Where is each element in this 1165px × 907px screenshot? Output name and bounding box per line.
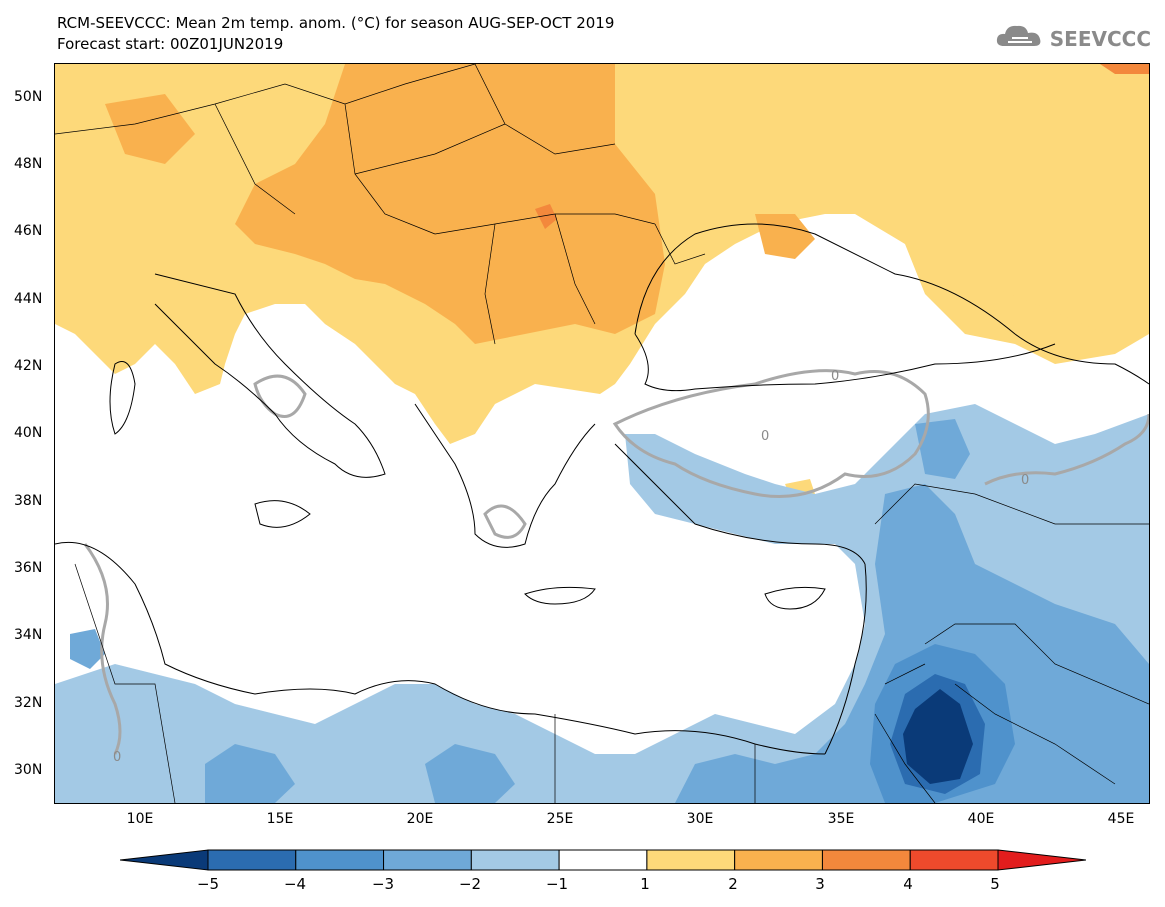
lat-tick-label: 30N bbox=[14, 762, 43, 778]
seevccc-logo: SEEVCCC bbox=[994, 22, 1151, 55]
anomaly-region-minus2-minus3-libya bbox=[425, 744, 515, 803]
turkey-south-coast bbox=[614, 443, 866, 565]
zero-contour-italy bbox=[253, 374, 307, 418]
anomaly-region-3-4-ne bbox=[1100, 64, 1149, 74]
cloud-icon bbox=[994, 22, 1046, 55]
contour-label: 0 bbox=[831, 369, 839, 384]
colorbar-label: 4 bbox=[903, 875, 913, 893]
map-title: RCM-SEEVCCC: Mean 2m temp. anom. (°C) fo… bbox=[57, 14, 615, 32]
lat-tick-label: 40N bbox=[14, 425, 43, 441]
lat-tick-label: 44N bbox=[14, 291, 43, 307]
colorbar bbox=[119, 848, 1087, 876]
negative-anomaly-fields bbox=[55, 404, 1149, 803]
levant-coast bbox=[824, 563, 867, 755]
temperature-anomaly-map: 0 0 0 0 bbox=[54, 63, 1150, 804]
colorbar-segment bbox=[470, 849, 560, 871]
colorbar-label: 2 bbox=[728, 875, 738, 893]
colorbar-segment bbox=[295, 849, 385, 871]
colorbar-segment bbox=[383, 849, 472, 871]
lat-tick-label: 48N bbox=[14, 156, 43, 172]
colorbar-label: 5 bbox=[990, 875, 1000, 893]
colorbar-segment bbox=[558, 849, 648, 871]
crete-coast bbox=[524, 586, 596, 605]
lat-tick-label: 38N bbox=[14, 493, 43, 509]
zero-contour-north-africa bbox=[83, 543, 122, 755]
contour-label: 0 bbox=[1021, 473, 1029, 488]
lon-tick-label: 15E bbox=[266, 811, 294, 827]
lat-tick-label: 36N bbox=[14, 560, 43, 576]
colorbar-svg bbox=[119, 849, 1087, 871]
contour-label: 0 bbox=[761, 429, 769, 444]
anomaly-region-minus2-minus3-west bbox=[205, 744, 295, 803]
lat-tick-label: 32N bbox=[14, 695, 43, 711]
lon-tick-label: 35E bbox=[827, 811, 855, 827]
forecast-start: Forecast start: 00Z01JUN2019 bbox=[57, 35, 284, 53]
zero-contour-greece bbox=[483, 504, 527, 539]
anomaly-region-2-3-west bbox=[105, 94, 195, 164]
zero-contour-east bbox=[984, 413, 1149, 486]
colorbar-label: 1 bbox=[640, 875, 650, 893]
anomaly-region-3-4 bbox=[535, 204, 557, 229]
anomaly-region-minus2-minus3-tunisia bbox=[70, 629, 105, 669]
anomaly-region-2-3-east bbox=[755, 214, 815, 259]
colorbar-segment bbox=[207, 849, 297, 871]
lat-tick-label: 46N bbox=[14, 223, 43, 239]
map-title-block: RCM-SEEVCCC: Mean 2m temp. anom. (°C) fo… bbox=[57, 13, 614, 55]
africa-north-coast bbox=[55, 541, 826, 755]
lon-tick-label: 45E bbox=[1107, 811, 1135, 827]
colorbar-label: 3 bbox=[815, 875, 825, 893]
colorbar-segment bbox=[909, 849, 999, 871]
lon-tick-label: 10E bbox=[126, 811, 154, 827]
map-canvas: 0 0 0 0 bbox=[55, 64, 1149, 803]
colorbar-segment bbox=[646, 849, 736, 871]
border-lines-africa bbox=[74, 563, 756, 803]
cyprus-coast bbox=[764, 586, 826, 610]
coastlines bbox=[55, 223, 1149, 755]
black-sea-coast bbox=[634, 223, 1149, 392]
lat-tick-label: 50N bbox=[14, 89, 43, 105]
colorbar-segment-upper bbox=[997, 849, 1087, 871]
zero-contour-lines bbox=[83, 369, 1149, 755]
colorbar-label: −2 bbox=[458, 875, 482, 893]
colorbar-label: −5 bbox=[196, 875, 220, 893]
sardinia-coast bbox=[109, 361, 136, 435]
lat-tick-label: 42N bbox=[14, 358, 43, 374]
lon-tick-label: 25E bbox=[546, 811, 574, 827]
anomaly-region-1-2-caucasus bbox=[955, 194, 1149, 334]
colorbar-label: −3 bbox=[371, 875, 395, 893]
border-lines-north bbox=[55, 64, 706, 345]
logo-text: SEEVCCC bbox=[1049, 26, 1151, 51]
anomaly-region-below-minus5 bbox=[903, 689, 973, 784]
colorbar-segment bbox=[821, 849, 911, 871]
lat-tick-label: 34N bbox=[14, 627, 43, 643]
contour-label: 0 bbox=[113, 750, 121, 765]
anomaly-region-minus2-minus3 bbox=[675, 484, 1149, 803]
lon-tick-label: 20E bbox=[406, 811, 434, 827]
border-lines-middle-east bbox=[874, 483, 1149, 803]
colorbar-label: −4 bbox=[283, 875, 307, 893]
anomaly-region-minus2-minus3-turkey bbox=[915, 419, 970, 479]
greece-coast bbox=[414, 403, 596, 548]
colorbar-label: −1 bbox=[545, 875, 569, 893]
sicily-coast bbox=[254, 500, 311, 528]
country-borders bbox=[55, 64, 1149, 803]
colorbar-segment-lower bbox=[119, 849, 209, 871]
zero-contour-turkey bbox=[612, 369, 930, 498]
anomaly-region-2-3 bbox=[235, 64, 665, 344]
contour-label-group: 0 0 0 0 bbox=[113, 369, 1029, 765]
colorbar-segment bbox=[734, 849, 823, 871]
italy-coast bbox=[154, 273, 386, 478]
lon-tick-label: 30E bbox=[686, 811, 714, 827]
lon-tick-label: 40E bbox=[967, 811, 995, 827]
